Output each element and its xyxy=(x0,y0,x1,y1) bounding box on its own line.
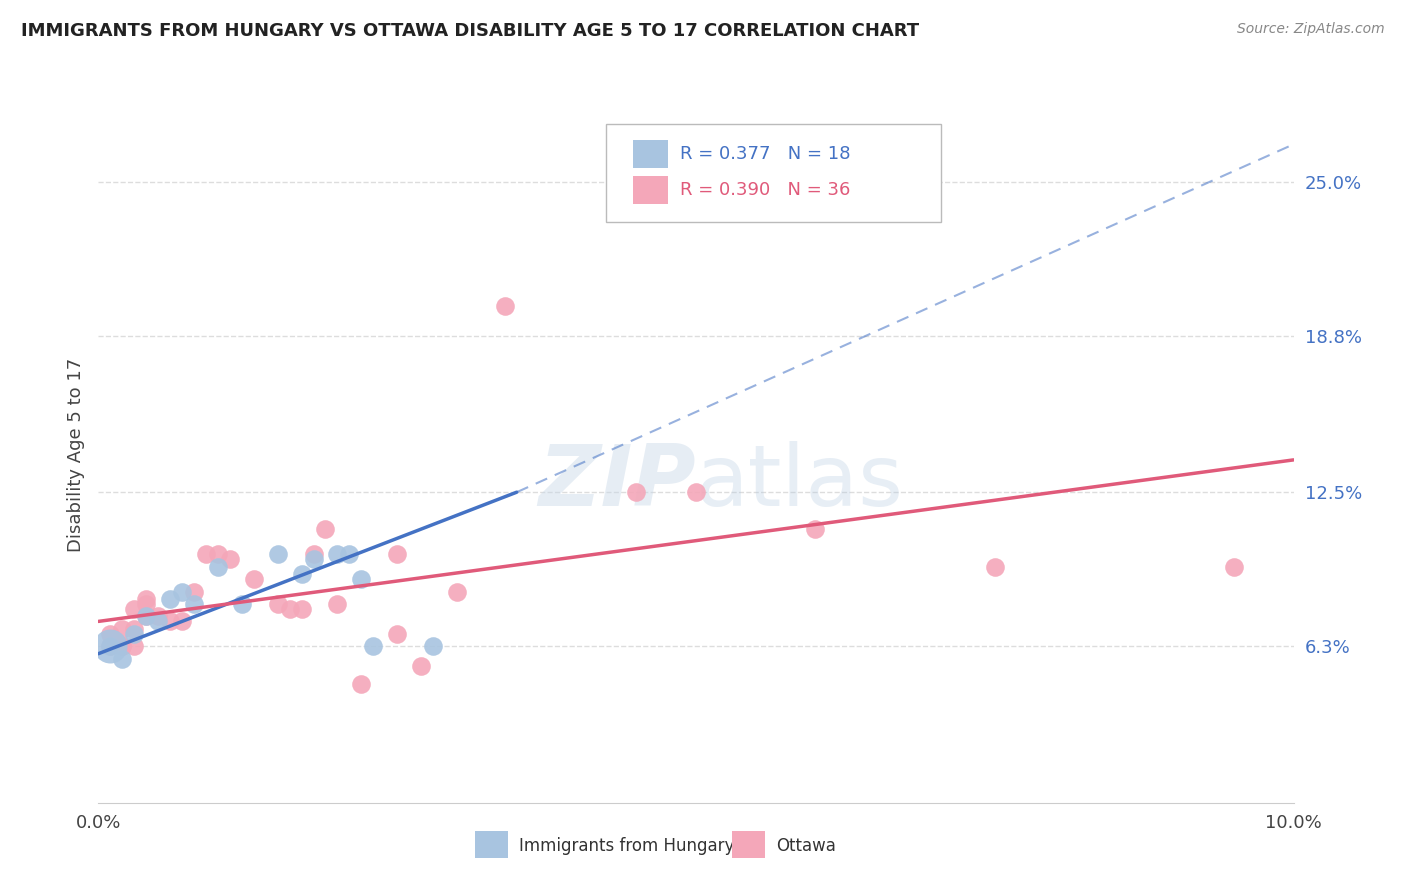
FancyBboxPatch shape xyxy=(633,140,668,168)
Point xyxy=(135,609,157,624)
Point xyxy=(804,523,827,537)
Point xyxy=(124,602,146,616)
Point xyxy=(195,547,218,561)
Point xyxy=(100,627,122,641)
Point xyxy=(350,676,373,690)
Point xyxy=(111,639,134,653)
Point xyxy=(315,523,337,537)
Point xyxy=(350,572,373,586)
Point xyxy=(172,584,194,599)
Point xyxy=(100,639,122,653)
Point xyxy=(243,572,266,586)
Point xyxy=(984,559,1007,574)
Point xyxy=(326,597,349,611)
Text: R = 0.377   N = 18: R = 0.377 N = 18 xyxy=(681,145,851,162)
Text: Source: ZipAtlas.com: Source: ZipAtlas.com xyxy=(1237,22,1385,37)
Point xyxy=(135,609,157,624)
Point xyxy=(231,597,253,611)
Point xyxy=(207,559,229,574)
Point xyxy=(172,615,194,629)
FancyBboxPatch shape xyxy=(733,830,765,858)
FancyBboxPatch shape xyxy=(633,176,668,203)
Point xyxy=(183,597,205,611)
Point xyxy=(100,639,122,653)
Point xyxy=(291,567,314,582)
Point xyxy=(135,597,157,611)
FancyBboxPatch shape xyxy=(606,124,941,222)
Text: R = 0.390   N = 36: R = 0.390 N = 36 xyxy=(681,181,851,199)
Text: Immigrants from Hungary: Immigrants from Hungary xyxy=(519,837,734,855)
Point xyxy=(291,602,314,616)
Point xyxy=(685,485,707,500)
Point xyxy=(207,547,229,561)
Point xyxy=(148,615,170,629)
Y-axis label: Disability Age 5 to 17: Disability Age 5 to 17 xyxy=(66,358,84,552)
Point xyxy=(124,627,146,641)
Point xyxy=(267,547,290,561)
Point xyxy=(111,622,134,636)
Point xyxy=(385,627,409,641)
Text: IMMIGRANTS FROM HUNGARY VS OTTAWA DISABILITY AGE 5 TO 17 CORRELATION CHART: IMMIGRANTS FROM HUNGARY VS OTTAWA DISABI… xyxy=(21,22,920,40)
Point xyxy=(267,597,290,611)
Point xyxy=(422,639,444,653)
Text: atlas: atlas xyxy=(696,442,904,524)
Point xyxy=(111,639,134,653)
Point xyxy=(124,639,146,653)
Point xyxy=(124,622,146,636)
Point xyxy=(159,615,181,629)
Point xyxy=(1223,559,1246,574)
Point xyxy=(135,592,157,607)
Text: ZIP: ZIP xyxy=(538,442,696,524)
Point xyxy=(148,609,170,624)
Point xyxy=(302,547,325,561)
Point xyxy=(446,584,468,599)
Text: Ottawa: Ottawa xyxy=(776,837,837,855)
Point xyxy=(326,547,349,561)
Point xyxy=(385,547,409,561)
Point xyxy=(302,552,325,566)
Point xyxy=(411,659,433,673)
Point xyxy=(111,651,134,665)
Point xyxy=(183,584,205,599)
FancyBboxPatch shape xyxy=(475,830,509,858)
Point xyxy=(339,547,360,561)
Point xyxy=(494,299,516,313)
Point xyxy=(219,552,242,566)
Point xyxy=(278,602,301,616)
Point xyxy=(363,639,385,653)
Point xyxy=(626,485,648,500)
Point xyxy=(100,639,122,653)
Point xyxy=(159,592,181,607)
